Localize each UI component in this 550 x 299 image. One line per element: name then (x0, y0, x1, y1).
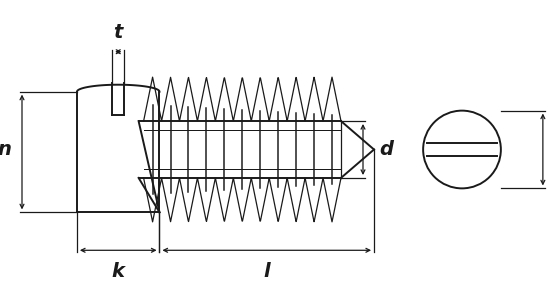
Text: d: d (379, 140, 393, 159)
Text: n: n (0, 140, 11, 159)
Text: t: t (113, 23, 123, 42)
Text: l: l (263, 262, 270, 281)
Text: k: k (112, 262, 125, 281)
